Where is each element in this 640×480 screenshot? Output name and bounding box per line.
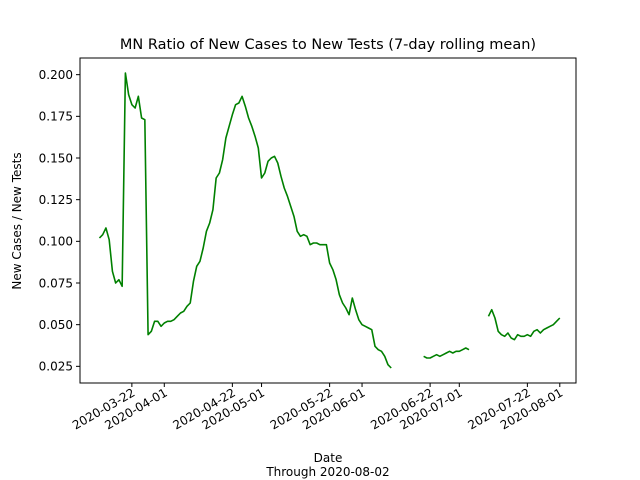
y-tick-label: 0.100 — [39, 235, 73, 249]
plot-frame — [79, 57, 577, 384]
y-tick-label: 0.025 — [39, 360, 73, 374]
series-line-segment — [487, 308, 561, 341]
y-tick-label: 0.125 — [39, 193, 73, 207]
y-tick-label: 0.150 — [39, 151, 73, 165]
series-group — [98, 72, 561, 369]
chart-title: MN Ratio of New Cases to New Tests (7-da… — [120, 37, 536, 53]
x-axis-label: Date — [314, 451, 343, 465]
y-axis: 0.025 0.050 0.075 0.100 0.125 0.150 0.175 0.200 — [39, 68, 80, 374]
y-tick-label: 0.075 — [39, 276, 73, 290]
x-axis-note: Through 2020-08-02 — [265, 465, 389, 479]
y-axis-label: New Cases / New Tests — [10, 152, 24, 289]
y-tick-label: 0.200 — [39, 68, 73, 82]
y-tick-label: 0.050 — [39, 318, 73, 332]
series-line-segment — [98, 72, 392, 369]
y-tick-label: 0.175 — [39, 110, 73, 124]
series-line-segment — [423, 347, 470, 359]
